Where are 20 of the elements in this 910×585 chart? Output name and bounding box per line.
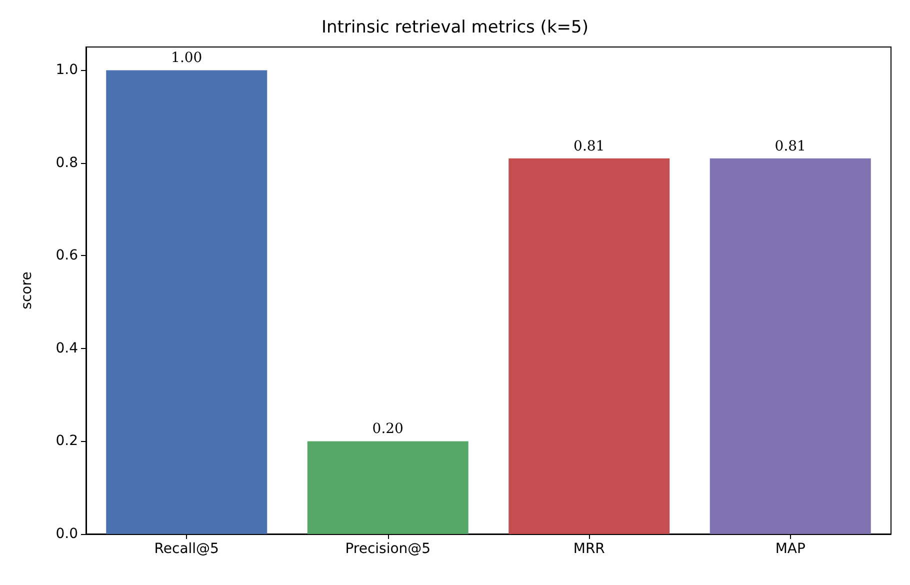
data-label: 0.81 [574,138,605,154]
bar [106,70,268,534]
data-label: 0.81 [774,138,806,154]
y-tick-label: 1.0 [56,62,78,78]
data-label: 0.20 [372,421,404,438]
y-axis-title: score [19,272,35,310]
x-tick-label: MAP [775,541,806,557]
bar [307,441,468,534]
y-tick-label: 0.8 [56,154,78,171]
y-tick-label: 0.4 [56,340,78,356]
bar [710,158,871,534]
x-tick-label: MRR [573,541,606,557]
bar [508,158,670,534]
y-tick-label: 0.6 [56,248,78,264]
x-tick-label: Precision@5 [345,541,431,557]
data-label: 1.00 [171,50,202,66]
x-tick-label: Recall@5 [154,541,219,557]
y-tick-label: 0.0 [56,526,78,542]
y-tick-label: 0.2 [56,433,78,450]
chart-title: Intrinsic retrieval metrics (k=5) [322,18,588,38]
